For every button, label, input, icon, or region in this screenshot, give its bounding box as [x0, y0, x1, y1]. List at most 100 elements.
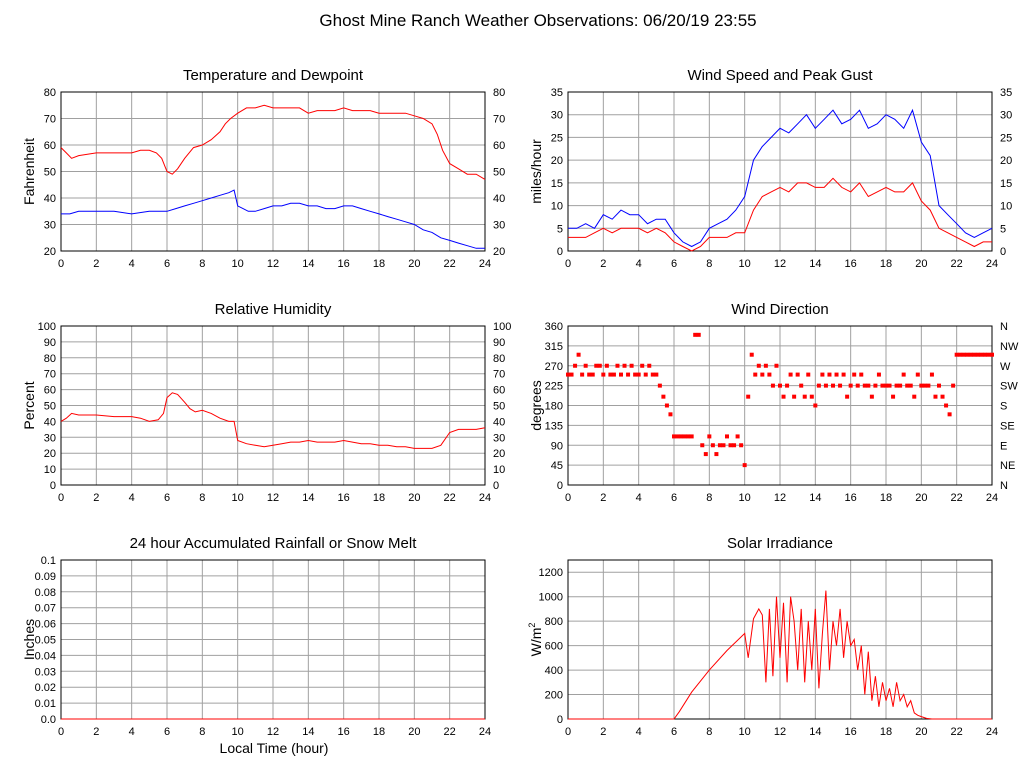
- temp-xtick-label: 24: [479, 258, 491, 270]
- solar-ytick-label: 1200: [539, 567, 563, 579]
- solar-xtick-label: 18: [880, 726, 892, 738]
- rain-xtick-label: 20: [408, 726, 420, 738]
- solar-xtick-label: 0: [565, 726, 571, 738]
- wind-xtick-label: 18: [880, 258, 892, 270]
- wdir-point: [689, 434, 694, 439]
- wdir-point: [869, 394, 874, 399]
- wdir-point: [852, 372, 857, 377]
- solar-xtick-label: 20: [915, 726, 927, 738]
- wdir-point: [732, 443, 737, 448]
- rh-ytick-right-label: 10: [493, 464, 505, 476]
- wdir-ytick-label: 135: [545, 420, 563, 432]
- rain-xtick-label: 8: [199, 726, 205, 738]
- rain-ytick-label: 0.09: [35, 571, 56, 583]
- solar-xtick-label: 2: [600, 726, 606, 738]
- wind-ytick-right-label: 0: [1000, 246, 1006, 258]
- wdir-xtick-label: 22: [951, 492, 963, 504]
- wind-xtick-label: 20: [915, 258, 927, 270]
- wdir-point: [710, 443, 715, 448]
- wdir-point: [901, 372, 906, 377]
- wdir-point: [675, 434, 680, 439]
- rh-xtick-label: 8: [199, 492, 205, 504]
- rh-xtick-label: 0: [58, 492, 64, 504]
- rh-ytick-label: 70: [44, 369, 56, 381]
- wdir-point: [845, 394, 850, 399]
- wind-xtick-label: 6: [671, 258, 677, 270]
- wdir-ytick-label: 0: [557, 480, 563, 492]
- wdir-point: [622, 363, 627, 368]
- wdir-xtick-label: 8: [706, 492, 712, 504]
- wdir-point: [908, 383, 913, 388]
- rain-xtick-label: 12: [267, 726, 279, 738]
- temp-xtick-label: 14: [302, 258, 314, 270]
- temp-ylabel: Fahrenheit: [21, 138, 37, 205]
- wdir-point: [887, 383, 892, 388]
- wdir-xtick-label: 10: [739, 492, 751, 504]
- wdir-point: [611, 372, 616, 377]
- wdir-point: [643, 372, 648, 377]
- wdir-point: [968, 352, 973, 357]
- wdir-ytick-label: 225: [545, 381, 563, 393]
- wdir-point: [982, 352, 987, 357]
- wind-ytick-label: 0: [557, 246, 563, 258]
- wdir-point: [640, 363, 645, 368]
- temp-xtick-label: 10: [232, 258, 244, 270]
- wdir-point: [608, 372, 613, 377]
- solar-xtick-label: 6: [671, 726, 677, 738]
- wdir-point: [894, 383, 899, 388]
- wdir-point: [781, 394, 786, 399]
- wdir-point: [806, 372, 811, 377]
- wdir-point: [672, 434, 676, 439]
- rain-ytick-label: 0.07: [35, 603, 56, 615]
- wdir-ylabel: degrees: [528, 380, 544, 431]
- wind-xtick-label: 16: [845, 258, 857, 270]
- wdir-point: [848, 383, 853, 388]
- wind-ytick-label: 25: [551, 132, 563, 144]
- wdir-point: [838, 383, 843, 388]
- temp-xtick-label: 8: [199, 258, 205, 270]
- wind-xtick-label: 2: [600, 258, 606, 270]
- wdir-title: Wind Direction: [731, 301, 829, 318]
- rh-plot-frame: [60, 325, 486, 486]
- wdir-point: [922, 383, 927, 388]
- wdir-point: [795, 372, 800, 377]
- wdir-point: [873, 383, 878, 388]
- wind-xtick-label: 14: [809, 258, 821, 270]
- wdir-point: [629, 363, 634, 368]
- solar-xtick-label: 24: [986, 726, 998, 738]
- temp-xtick-label: 18: [373, 258, 385, 270]
- rh-xtick-label: 12: [267, 492, 279, 504]
- rh-ytick-label: 0: [50, 480, 56, 492]
- wdir-point: [626, 372, 631, 377]
- rain-xtick-label: 24: [479, 726, 491, 738]
- wdir-point: [778, 383, 782, 388]
- rain-xtick-label: 2: [93, 726, 99, 738]
- rain-ylabel: Inches: [21, 619, 37, 660]
- wdir-point: [958, 352, 963, 357]
- solar-ytick-label: 400: [545, 665, 563, 677]
- wind-xtick-label: 22: [951, 258, 963, 270]
- wdir-point: [965, 352, 970, 357]
- wdir-point: [587, 372, 592, 377]
- wdir-point: [601, 372, 606, 377]
- wdir-point: [753, 372, 758, 377]
- wdir-point: [933, 394, 938, 399]
- rain-xtick-label: 6: [164, 726, 170, 738]
- wdir-point: [802, 394, 807, 399]
- temp-ytick-right-label: 80: [493, 87, 505, 99]
- wdir-point: [615, 363, 620, 368]
- wdir-point: [714, 452, 719, 457]
- rh-xtick-label: 10: [232, 492, 244, 504]
- wdir-point: [926, 383, 931, 388]
- wind-ytick-label: 15: [551, 178, 563, 190]
- wind-xtick-label: 10: [739, 258, 751, 270]
- rain-xtick-label: 14: [302, 726, 314, 738]
- wdir-ytick-label: 180: [545, 401, 563, 413]
- wdir-point: [700, 443, 705, 448]
- wind-ytick-label: 5: [557, 223, 563, 235]
- temp-xtick-label: 16: [338, 258, 350, 270]
